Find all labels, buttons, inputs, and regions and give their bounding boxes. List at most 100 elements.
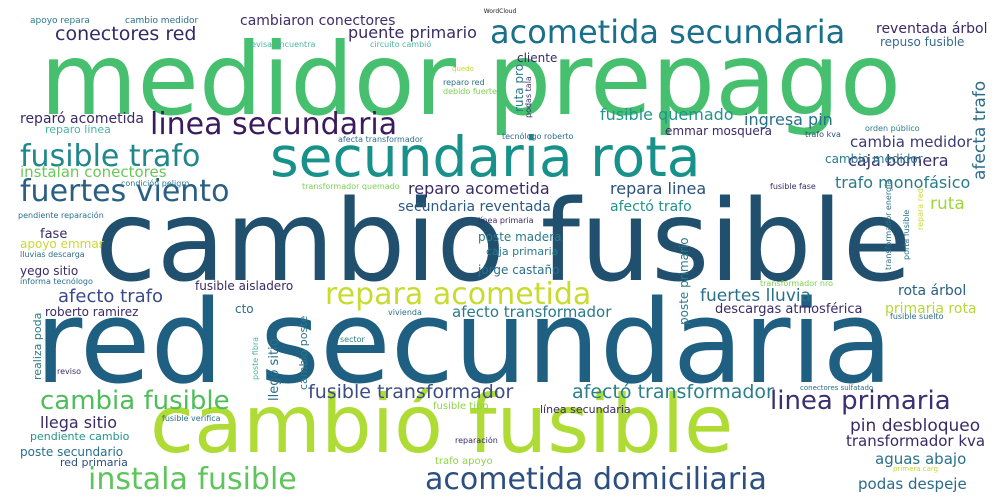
word-fuertes-lluvia: fuertes lluvia <box>700 286 812 306</box>
word-quedo: quedo <box>452 65 474 73</box>
word-caja-primaria: caja primaria <box>486 245 559 258</box>
word-reparacion: reparación <box>455 436 498 445</box>
word-afecto-transformador: afectó transformador <box>572 381 774 403</box>
word-pendiente-reparacion: pendiente reparación <box>18 211 104 220</box>
word-apoyo-repara: apoyo repara <box>30 16 90 26</box>
word-puente-primario: puente primario <box>348 23 477 42</box>
word-cambia-fusible: cambia fusible <box>40 386 230 416</box>
word-ingresa-pin: ingresa pin <box>744 110 833 129</box>
word-tecnologo-roberto: tecnólogo roberto <box>502 132 574 141</box>
word-trafo-apoyo: trafo apoyo <box>435 456 493 467</box>
word-linea-primaria: línea primaria <box>478 216 534 225</box>
word-reparo-linea: reparo linea <box>45 123 111 136</box>
word-afecta-trafo: afecta trafo <box>970 80 990 180</box>
word-cto: cto <box>235 302 254 316</box>
word-sector: sector <box>340 335 365 344</box>
word-condicion-peligro: condición peligro <box>121 179 190 188</box>
word-reparo-red: reparo red <box>443 78 485 87</box>
word-acometida-domiciliaria: acometida domiciliaria <box>425 462 767 497</box>
word-podas-tala: podas tala <box>524 76 533 118</box>
word-reparo-acometida: reparó acometida <box>20 111 144 127</box>
word-transformador-quemado: transformador quemado <box>302 182 400 191</box>
word-poste-fibra: poste fibra <box>251 336 260 380</box>
word-linea-primaria: linea primaria <box>770 386 951 416</box>
word-descargas-atmosferica: descargas atmosférica <box>715 302 863 317</box>
word-lluvias-descarga: lluvias descarga <box>20 250 85 259</box>
word-linea-secundaria: linea secundaria <box>150 107 398 142</box>
word-fusible-tipo: fusible tipo <box>433 401 489 412</box>
word-red-primaria: red primaria <box>60 456 128 469</box>
word-cambio-medidor: cambio medidor <box>125 16 199 26</box>
word-revisa-encuentra: revisa encuentra <box>248 40 316 49</box>
word-red-secundaria: red secundaria <box>35 276 893 410</box>
word-roberto-ramirez: roberto ramirez <box>45 305 139 319</box>
word-realiza-poda: realiza poda <box>31 312 44 380</box>
word-cambia-medidor: cambia medidor <box>850 133 973 151</box>
word-primera-carg: primera carg <box>893 465 939 473</box>
word-poste-primario: poste primario <box>677 237 691 325</box>
word-acometida-secundaria: acometida secundaria <box>490 13 846 51</box>
word-jorge-castano: jorge castaño <box>478 263 560 277</box>
word-fusible-aisladero: fusible aisladero <box>195 279 294 293</box>
word-cambio-fusible: cambio fusible <box>95 177 912 307</box>
word-transformador-kva: transformador kva <box>846 432 986 450</box>
word-vivienda: vivienda <box>388 308 422 317</box>
word-conectores-sulfatado: conectores sulfatado <box>800 384 874 392</box>
word-cambio-fusible: cambió fusible <box>150 378 734 471</box>
word-repara-red: repara red <box>916 188 925 230</box>
word-cambio-poste: cambio poste <box>297 315 310 390</box>
word-llego-sitio: llegó sitio <box>267 338 282 401</box>
word-fusible-suelto: fusible suelto <box>890 312 944 321</box>
word-cambio-medidor: cambio medidor <box>825 152 923 166</box>
word-instalan-conectores: instalan conectores <box>20 163 167 181</box>
word-pin-desbloqueo: pin desbloqueo <box>850 416 981 436</box>
word-reparo-acometida: reparo acometida <box>408 179 550 198</box>
word-repara-linea: repara linea <box>610 179 707 198</box>
word-podas-despeje: podas despeje <box>858 475 967 493</box>
word-caja-bornera: caja bornera <box>848 151 949 170</box>
word-reviso: reviso <box>57 367 82 376</box>
word-trafo-kva: trafo kva <box>805 130 841 139</box>
word-llega-sitio: llega sitio <box>40 413 118 432</box>
word-linea-secundaria: línea secundaria <box>540 403 631 416</box>
word-medidor-prepago: medidor prepago <box>40 21 902 138</box>
word-repara-acometida: repara acometida <box>325 277 592 312</box>
word-orden-publico: orden público <box>865 124 920 133</box>
word-fase: fase <box>40 227 68 242</box>
word-porta-fusible: porta fusible <box>902 209 911 260</box>
word-fusible-fase: fusible fase <box>770 182 816 191</box>
word-fusible-quemado: fusible quemado <box>600 105 734 124</box>
word-aguas-abajo: aguas abajo <box>875 450 967 468</box>
word-circuito-cambio: circuito cambió <box>370 40 432 49</box>
word-instala-fusible: instala fusible <box>88 462 297 497</box>
word-reventada-arbol: reventada árbol <box>876 21 988 37</box>
word-trafo-monofasico: trafo monofásico <box>835 173 971 192</box>
word-fusible-verifica: fusible verifica <box>162 414 221 423</box>
word-conectores-red: conectores red <box>55 23 197 45</box>
word-apoyo-emmar: apoyo emmar <box>20 237 104 251</box>
word-repuso-fusible: repuso fusible <box>880 35 965 49</box>
word-pendiente-cambio: pendiente cambio <box>30 430 130 443</box>
word-primaria-rota: primaria rota <box>885 301 977 317</box>
word-fusible-transformador: fusible transformador <box>308 381 514 403</box>
word-afecto-trafo: afecto trafo <box>58 286 163 307</box>
word-fusible-trafo: fusible trafo <box>20 139 201 174</box>
word-secundaria-reventada: secundaria reventada <box>398 199 551 215</box>
word-secundaria-rota: secundaria rota <box>270 125 701 189</box>
word-afecto-transformador: afecto transformador <box>452 303 612 321</box>
word-afecta-transformador: afecta transformador <box>338 135 424 144</box>
word-transformador-nro: transformador nro <box>760 279 834 288</box>
word-fuertes-viento: fuertes viento <box>20 174 230 209</box>
word-poste-secundario: poste secundario <box>20 445 124 459</box>
word-yego-sitio: yego sitio <box>20 264 79 278</box>
word-cambiaron-conectores: cambiaron conectores <box>240 13 396 29</box>
word-afecto-trafo: afectó trafo <box>610 199 692 215</box>
word-transformador-energia: transformador energía <box>884 179 893 270</box>
chart-title: WordCloud <box>483 8 517 15</box>
word-informa-tecnologo: informa tecnólogo <box>20 277 93 286</box>
word-debido-fuerte: debido fuerte <box>443 87 497 96</box>
word-ruta: ruta <box>930 194 965 214</box>
word-cliente: cliente <box>517 51 558 65</box>
word-emmar-mosquera: emmar mosquera <box>665 124 773 138</box>
